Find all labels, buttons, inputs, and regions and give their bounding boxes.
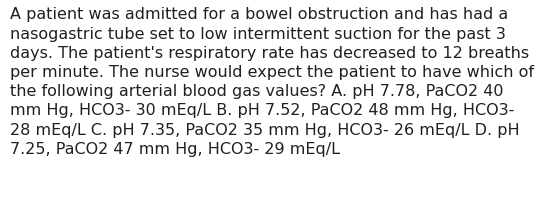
Text: A patient was admitted for a bowel obstruction and has had a
nasogastric tube se: A patient was admitted for a bowel obstr… bbox=[10, 7, 534, 157]
